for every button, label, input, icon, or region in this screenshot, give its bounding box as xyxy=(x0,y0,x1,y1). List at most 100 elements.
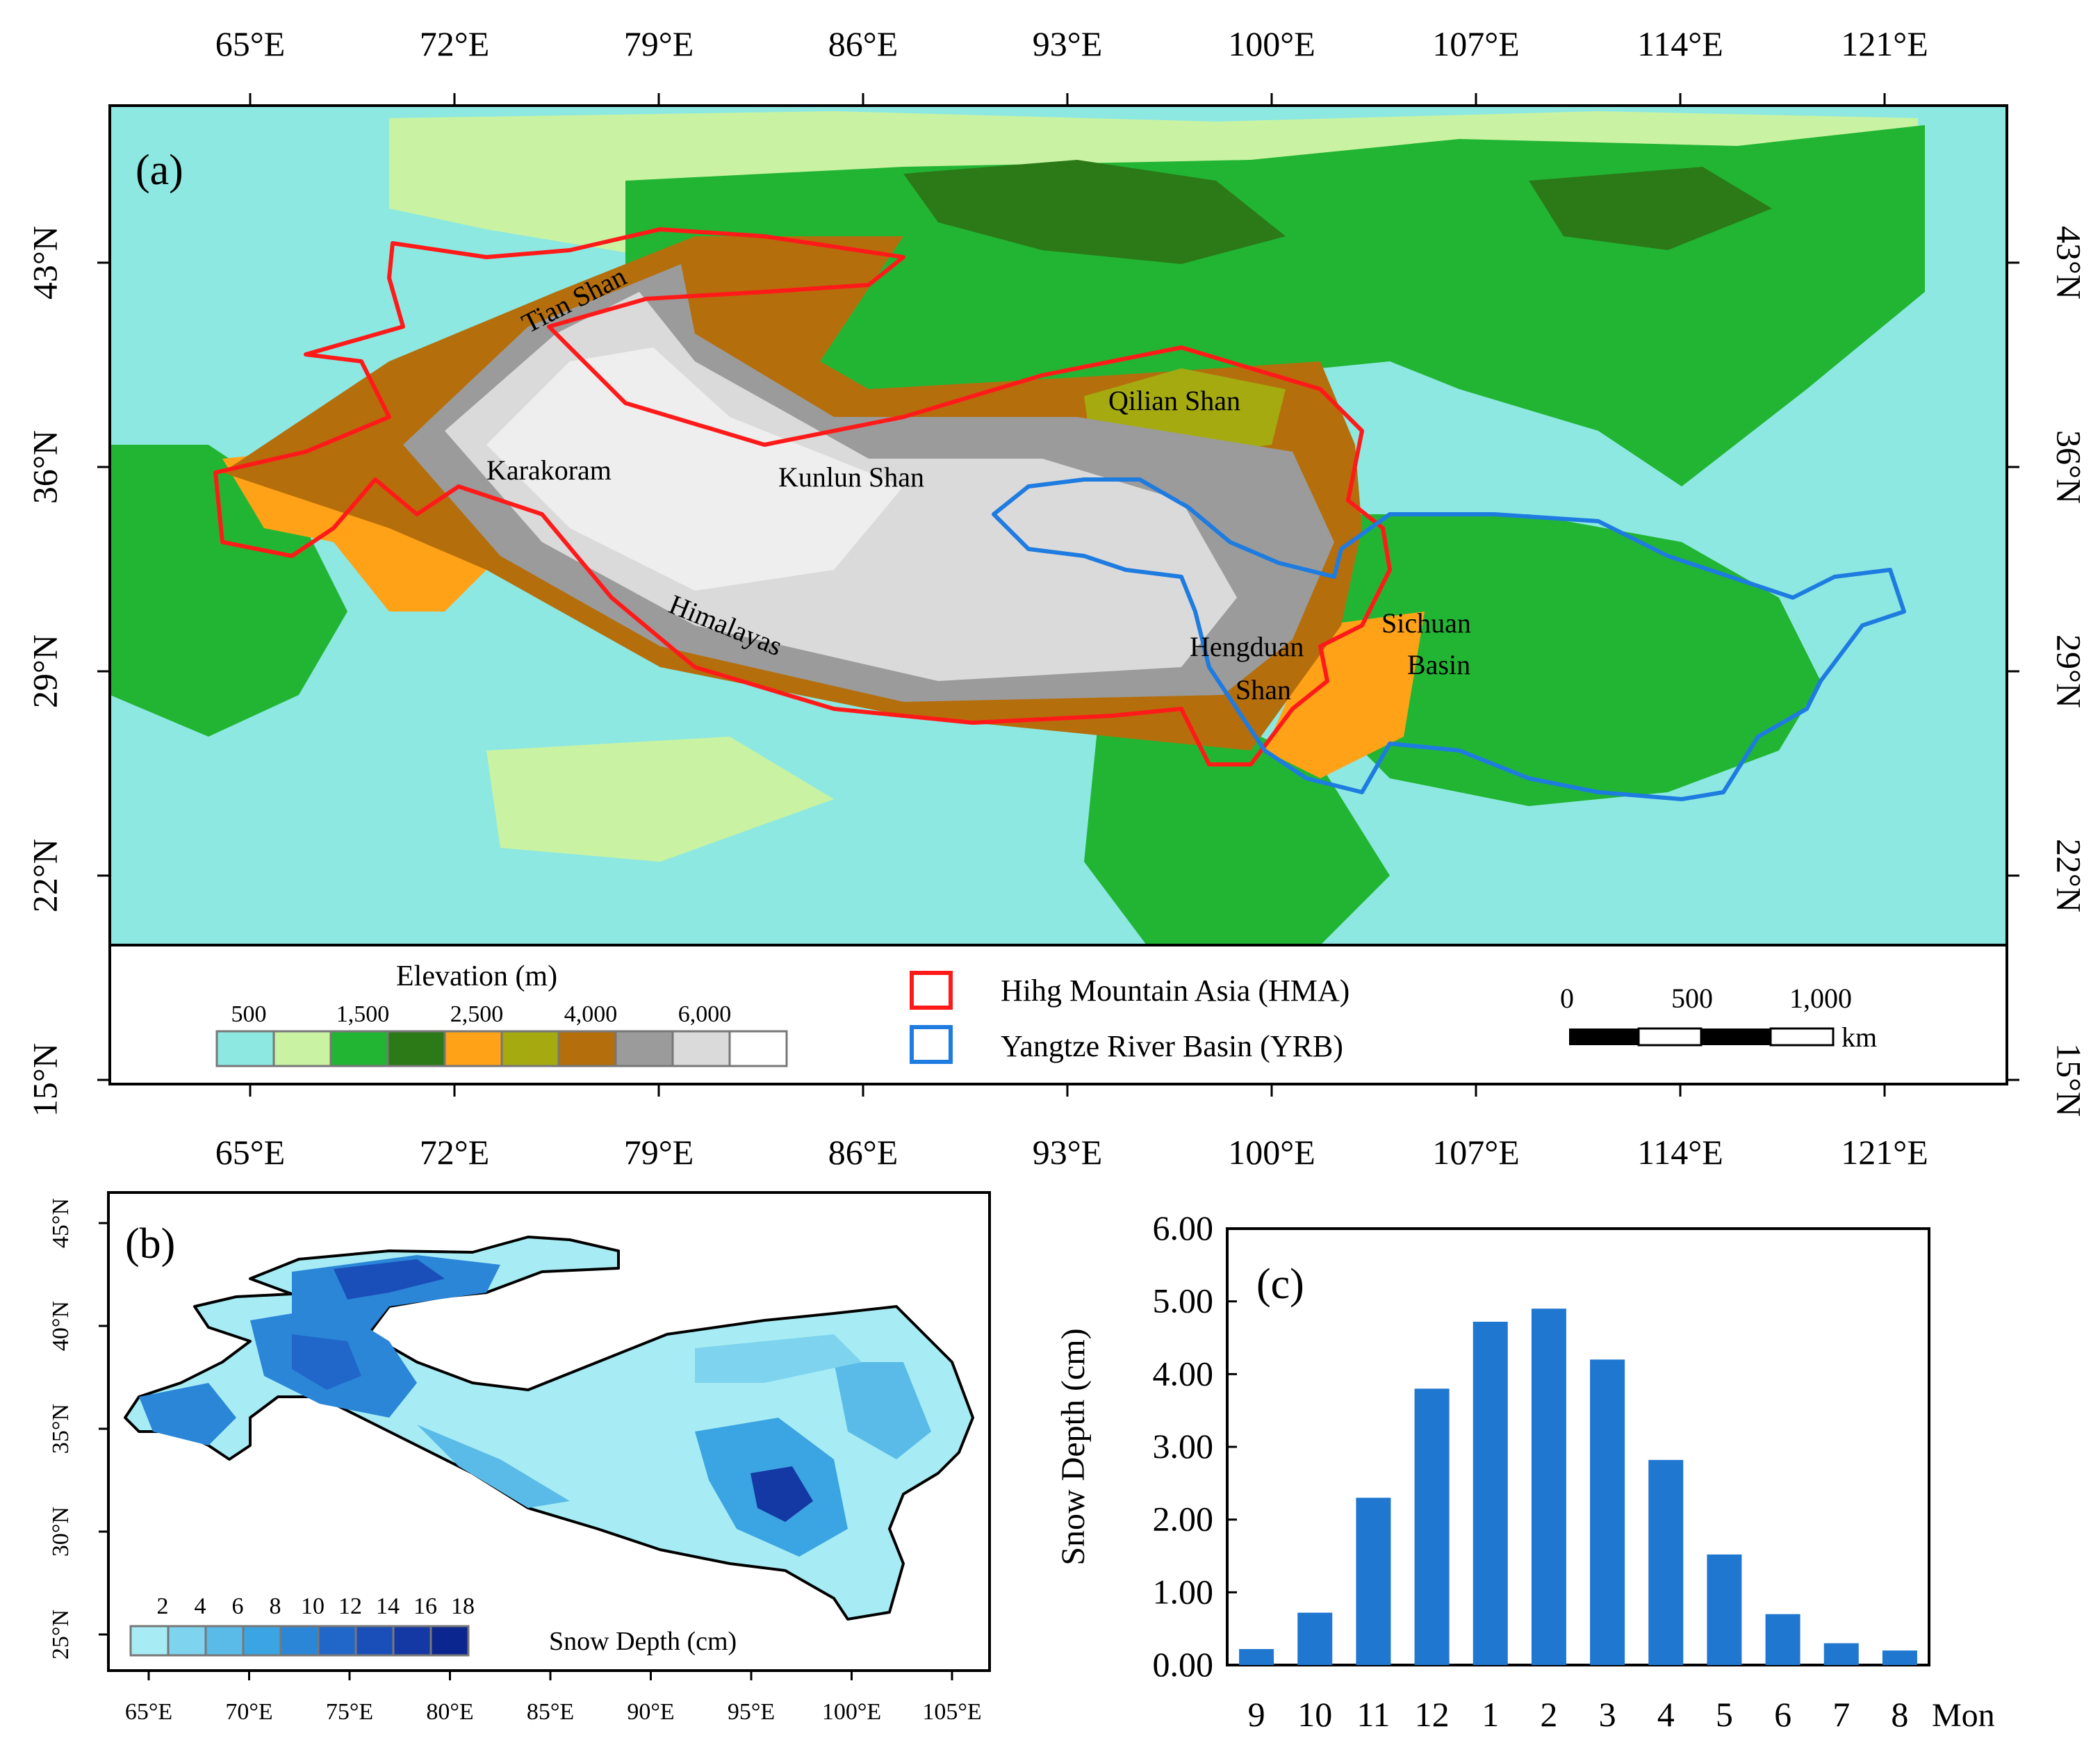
lon-tick-bottom: 121°E xyxy=(1841,1133,1928,1172)
lon-tick-top: 114°E xyxy=(1637,24,1723,63)
lat-tick-left: 43°N xyxy=(25,226,64,300)
lat-tick-left: 36°N xyxy=(25,430,64,504)
lat-tick-right: 29°N xyxy=(2050,634,2089,708)
elevation-map xyxy=(110,111,1925,945)
snow-depth-bar xyxy=(1531,1309,1566,1665)
snow-depth-bar xyxy=(1882,1650,1917,1665)
elevation-swatch xyxy=(557,1030,617,1067)
snow-depth-bar xyxy=(1414,1388,1450,1665)
snow-depth-swatch xyxy=(242,1625,282,1657)
elevation-ticks: 500 1,500 2,500 4,000 6,000 xyxy=(231,1001,732,1027)
snow-depth-tick: 2 xyxy=(157,1593,169,1619)
elevation-swatch xyxy=(443,1030,503,1067)
lon-tick-top: 65°E xyxy=(215,24,286,63)
month-tick: 4 xyxy=(1657,1695,1675,1734)
panel-b-lat-tick: 45°N xyxy=(48,1198,74,1248)
elevation-swatch xyxy=(215,1030,275,1067)
elevation-tick: 500 xyxy=(231,1001,267,1027)
panel-b-lon-tick: 105°E xyxy=(922,1699,981,1725)
y-tick: 5.00 xyxy=(1153,1281,1214,1320)
panel-b-lon-tick: 100°E xyxy=(822,1699,881,1725)
month-tick: 7 xyxy=(1832,1695,1850,1734)
region-sichuan-basin: Basin xyxy=(1407,649,1470,680)
lon-tick-top: 72°E xyxy=(420,24,490,63)
scale-tick-1000: 1,000 xyxy=(1789,983,1852,1014)
lat-tick-right: 22°N xyxy=(2050,839,2089,912)
elevation-tick: 4,000 xyxy=(564,1001,618,1027)
snow-depth-bar xyxy=(1823,1643,1859,1665)
elevation-swatch xyxy=(500,1030,560,1067)
elevation-tick: 2,500 xyxy=(450,1001,504,1027)
elevation-swatch xyxy=(728,1030,788,1067)
panel-b-lon-tick: 70°E xyxy=(225,1699,272,1725)
month-tick: 11 xyxy=(1356,1695,1390,1734)
month-tick: 3 xyxy=(1599,1695,1616,1734)
elevation-swatch xyxy=(614,1030,674,1067)
snow-depth-swatch xyxy=(279,1625,320,1657)
panel-b-legend-ticks: 2 4 6 8 10 12 14 16 18 xyxy=(157,1593,475,1619)
panel-a-axes: 65°E 65°E 72°E 72°E 79°E 79°E 86°E 86°E 93°E 93°E… xyxy=(25,24,2088,1172)
lon-tick-top: 121°E xyxy=(1841,24,1928,63)
lat-tick-right: 36°N xyxy=(2050,430,2089,504)
snow-depth-tick: 10 xyxy=(301,1593,325,1619)
elevation-title: Elevation (m) xyxy=(396,960,557,992)
snow-depth-swatch xyxy=(317,1625,357,1657)
lon-tick-top: 86°E xyxy=(828,24,899,63)
panel-b-lon-tick: 95°E xyxy=(728,1699,775,1725)
panel-b-lon-tick: 90°E xyxy=(627,1699,674,1725)
panel-b-lat-tick: 40°N xyxy=(48,1301,74,1351)
region-kunlun-shan: Kunlun Shan xyxy=(778,461,924,493)
elevation-tick: 1,500 xyxy=(336,1001,390,1027)
month-tick: 8 xyxy=(1891,1695,1908,1734)
snow-depth-bar xyxy=(1648,1459,1684,1665)
lon-tick-top: 100°E xyxy=(1228,24,1315,63)
snow-depth-bar xyxy=(1356,1498,1391,1665)
panel-c-label: (c) xyxy=(1256,1261,1304,1308)
elevation-colorbar xyxy=(215,1030,788,1067)
snow-depth-bar xyxy=(1590,1359,1625,1665)
snow-depth-bar xyxy=(1765,1614,1800,1665)
snow-depth-swatch xyxy=(392,1625,432,1657)
snow-depth-tick: 14 xyxy=(376,1593,400,1619)
yrb-legend-label: Yangtze River Basin (YRB) xyxy=(1001,1029,1343,1063)
y-tick: 3.00 xyxy=(1153,1427,1214,1466)
snow-depth-tick: 16 xyxy=(413,1593,437,1619)
lon-tick-top: 107°E xyxy=(1432,24,1520,63)
region-karakoram: Karakoram xyxy=(486,454,612,486)
panel-b-label: (b) xyxy=(125,1220,175,1268)
y-tick: 1.00 xyxy=(1153,1572,1214,1611)
panel-a-label: (a) xyxy=(136,147,183,194)
panel-b-lat-tick: 35°N xyxy=(48,1404,74,1454)
month-tick: 9 xyxy=(1248,1695,1265,1734)
lon-tick-bottom: 86°E xyxy=(828,1133,899,1172)
snow-depth-bar xyxy=(1297,1612,1333,1665)
lon-tick-top: 93°E xyxy=(1033,24,1103,63)
hma-boundary xyxy=(213,227,1392,767)
snow-depth-tick: 12 xyxy=(338,1593,362,1619)
elevation-swatch xyxy=(272,1030,332,1067)
panel-b-legend-title: Snow Depth (cm) xyxy=(549,1627,737,1656)
panel-b-axes: 65°E 70°E 75°E 80°E 85°E 90°E 95°E 100°E 105°E 45… xyxy=(48,1198,982,1725)
scale-tick-500: 500 xyxy=(1671,983,1713,1014)
plateau-snow xyxy=(486,347,903,591)
panel-c-axes: 9 10 11 12 1 2 3 4 5 6 7 80.001.002.003.004.005.006… xyxy=(1153,1208,1909,1734)
region-hengduan-shan: Shan xyxy=(1236,674,1291,705)
month-unit: Mon xyxy=(1932,1697,1995,1734)
lon-tick-top: 79°E xyxy=(624,24,694,63)
lat-tick-left: 29°N xyxy=(25,634,64,708)
snow-depth-bar xyxy=(1239,1648,1274,1665)
dark-green-ridges xyxy=(903,160,1772,264)
snow-depth-tick: 18 xyxy=(451,1593,475,1619)
month-tick: 1 xyxy=(1482,1695,1499,1734)
snow-depth-tick: 6 xyxy=(232,1593,244,1619)
panel-c-ylabel: Snow Depth (cm) xyxy=(1055,1328,1092,1565)
lon-tick-bottom: 107°E xyxy=(1432,1133,1520,1172)
snow-depth-bars xyxy=(1239,1309,1917,1665)
lat-tick-left: 15°N xyxy=(25,1043,64,1117)
panel-c: (c) Snow Depth (cm) 9 10 11 12 1 2 3 4 5 6 7 80.001… xyxy=(1055,1208,1995,1734)
yrb-legend-swatch xyxy=(910,1025,953,1064)
lon-tick-bottom: 114°E xyxy=(1637,1133,1723,1172)
snow-depth-tick: 4 xyxy=(195,1593,206,1619)
lowland-south xyxy=(486,737,834,862)
